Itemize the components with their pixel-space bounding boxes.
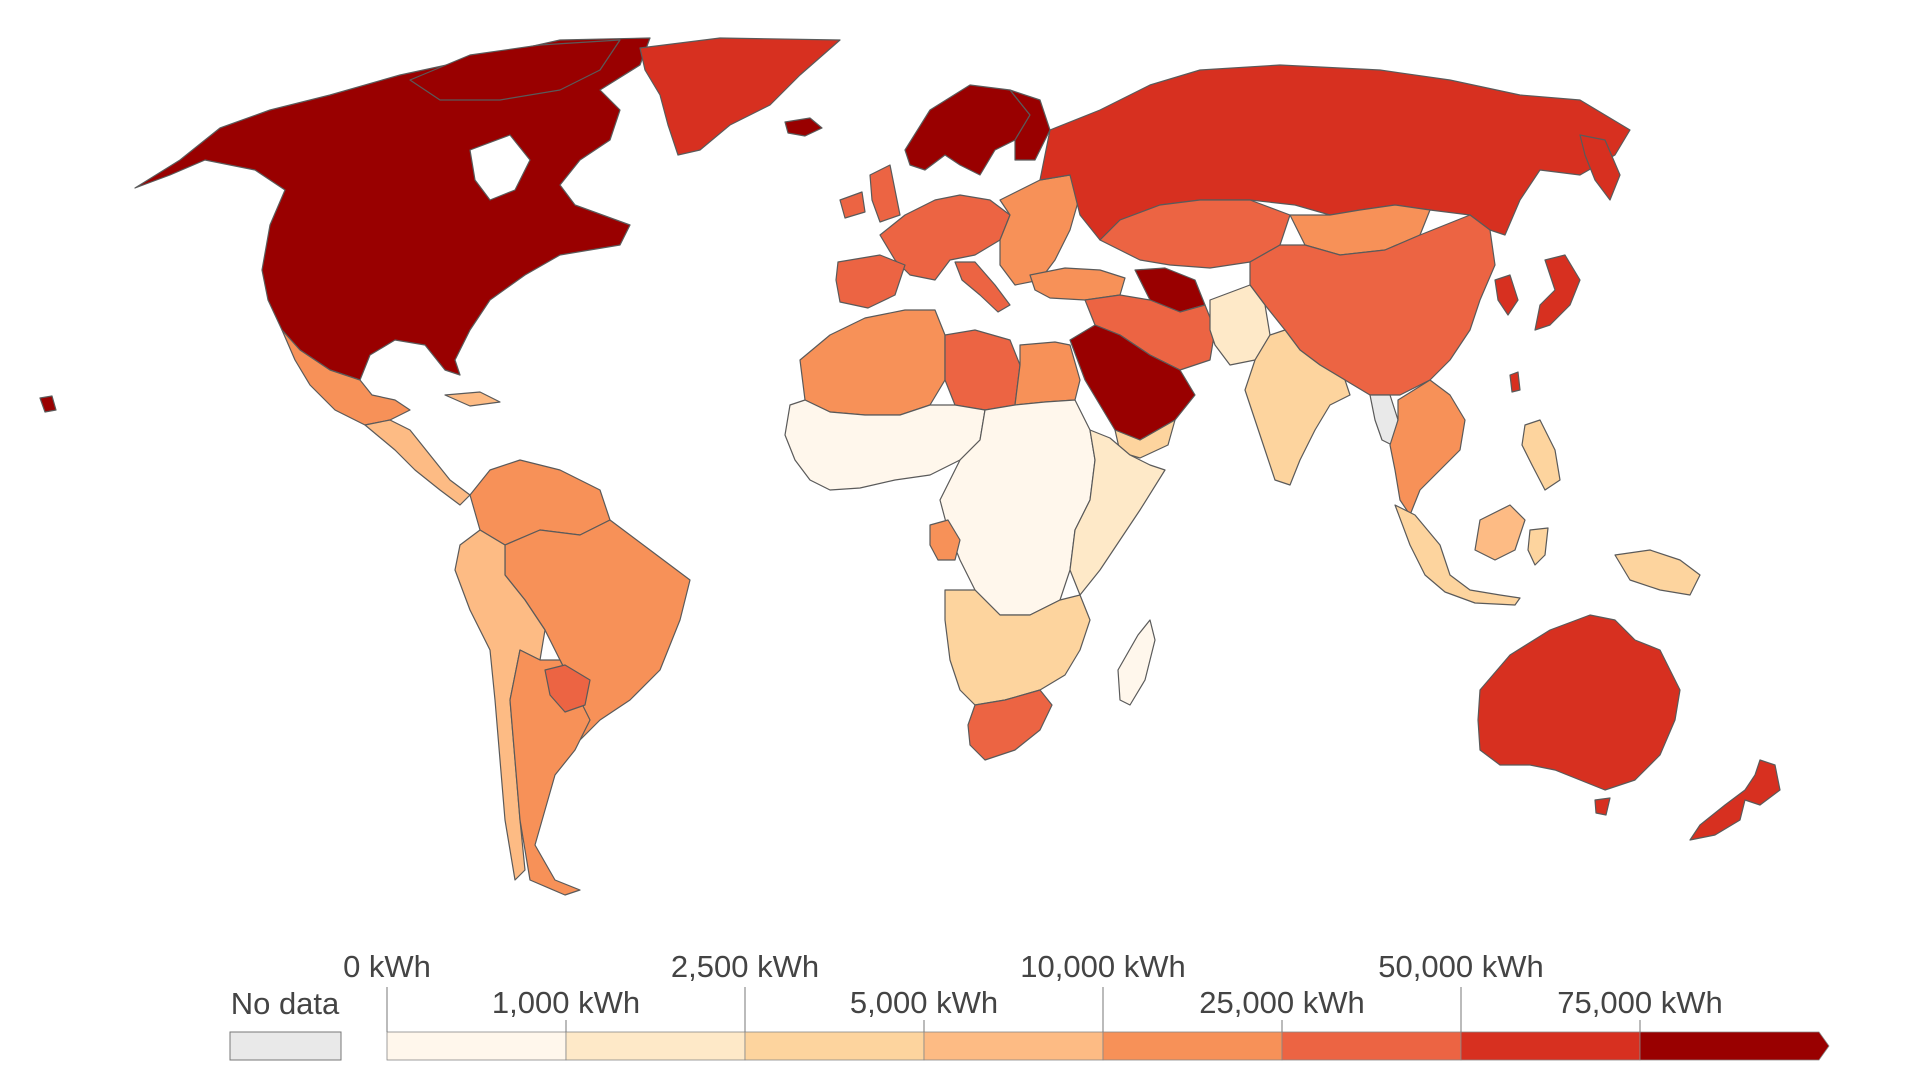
region-kamchatka[interactable] (1579, 134, 1621, 201)
legend-bins (386, 1031, 1830, 1061)
region-paraguay[interactable] (544, 664, 591, 713)
region-north-america-hudson (469, 134, 531, 201)
region-new-guinea[interactable] (1614, 549, 1701, 596)
region-mexico[interactable] (281, 329, 411, 426)
region-south-america-west[interactable] (454, 529, 546, 881)
region-ireland[interactable] (839, 191, 866, 219)
legend-no-data-label: No data (231, 986, 340, 1021)
region-libya[interactable] (944, 329, 1021, 411)
legend-tick-label-bottom: 75,000 kWh (1557, 985, 1722, 1020)
legend-bin-4 (923, 1031, 1104, 1061)
region-japan[interactable] (1534, 254, 1581, 331)
legend-tick-label-bottom: 1,000 kWh (492, 985, 640, 1020)
region-korea[interactable] (1494, 274, 1519, 316)
region-north-africa-west[interactable] (799, 309, 946, 416)
region-central-america[interactable] (364, 419, 471, 506)
legend-tick-label-top: 0 kWh (343, 949, 431, 984)
region-east-africa[interactable] (1069, 429, 1166, 596)
legend-bin-8 (1639, 1031, 1830, 1061)
region-south-africa[interactable] (967, 689, 1053, 761)
region-uk[interactable] (869, 164, 901, 223)
legend-tick-label-top: 50,000 kWh (1378, 949, 1543, 984)
region-greenland[interactable] (639, 37, 841, 156)
region-sulawesi[interactable] (1527, 527, 1549, 566)
region-scandinavia[interactable] (904, 84, 1031, 176)
region-north-america[interactable] (134, 37, 651, 381)
region-australia[interactable] (1477, 614, 1681, 791)
region-india[interactable] (1244, 329, 1351, 486)
region-southeast-asia[interactable] (1389, 379, 1466, 516)
legend-bin-5 (1102, 1031, 1283, 1061)
region-philippines[interactable] (1521, 419, 1561, 491)
region-caribbean[interactable] (444, 391, 501, 407)
region-borneo[interactable] (1474, 504, 1526, 561)
map-land-layer (39, 37, 1781, 896)
legend-bin-3 (744, 1031, 925, 1061)
legend-bin-6 (1281, 1031, 1462, 1061)
region-tasmania[interactable] (1594, 797, 1611, 816)
region-egypt[interactable] (1014, 341, 1081, 406)
legend-ticks: 0 kWh 2,500 kWh 10,000 kWh 50,000 kWh 1,000 … (343, 949, 1723, 1032)
legend-bin-1 (386, 1031, 567, 1061)
region-taiwan[interactable] (1509, 371, 1521, 393)
legend: No data 0 kWh 2,500 kWh 10,000 kWh 50,000 k… (229, 949, 1830, 1061)
region-iberia[interactable] (835, 254, 906, 309)
legend-no-data-swatch (229, 1031, 342, 1061)
region-turkey[interactable] (1029, 267, 1126, 301)
region-southern-africa[interactable] (944, 589, 1091, 706)
region-finland[interactable] (1009, 89, 1051, 161)
region-new-zealand[interactable] (1689, 759, 1781, 841)
region-arabia[interactable] (1069, 324, 1196, 441)
region-madagascar[interactable] (1117, 619, 1156, 706)
legend-tick-label-top: 10,000 kWh (1020, 949, 1185, 984)
region-hawaii[interactable] (39, 395, 57, 413)
legend-tick-label-bottom: 25,000 kWh (1199, 985, 1364, 1020)
legend-tick-label-bottom: 5,000 kWh (850, 985, 998, 1020)
region-italy[interactable] (954, 261, 1011, 313)
legend-bin-7 (1460, 1031, 1641, 1061)
region-gabon[interactable] (929, 519, 961, 561)
region-iceland[interactable] (784, 117, 823, 137)
region-indonesia[interactable] (1394, 504, 1521, 606)
region-arctic-islands[interactable] (409, 39, 621, 101)
legend-tick-label-top: 2,500 kWh (671, 949, 819, 984)
legend-bin-2 (565, 1031, 746, 1061)
